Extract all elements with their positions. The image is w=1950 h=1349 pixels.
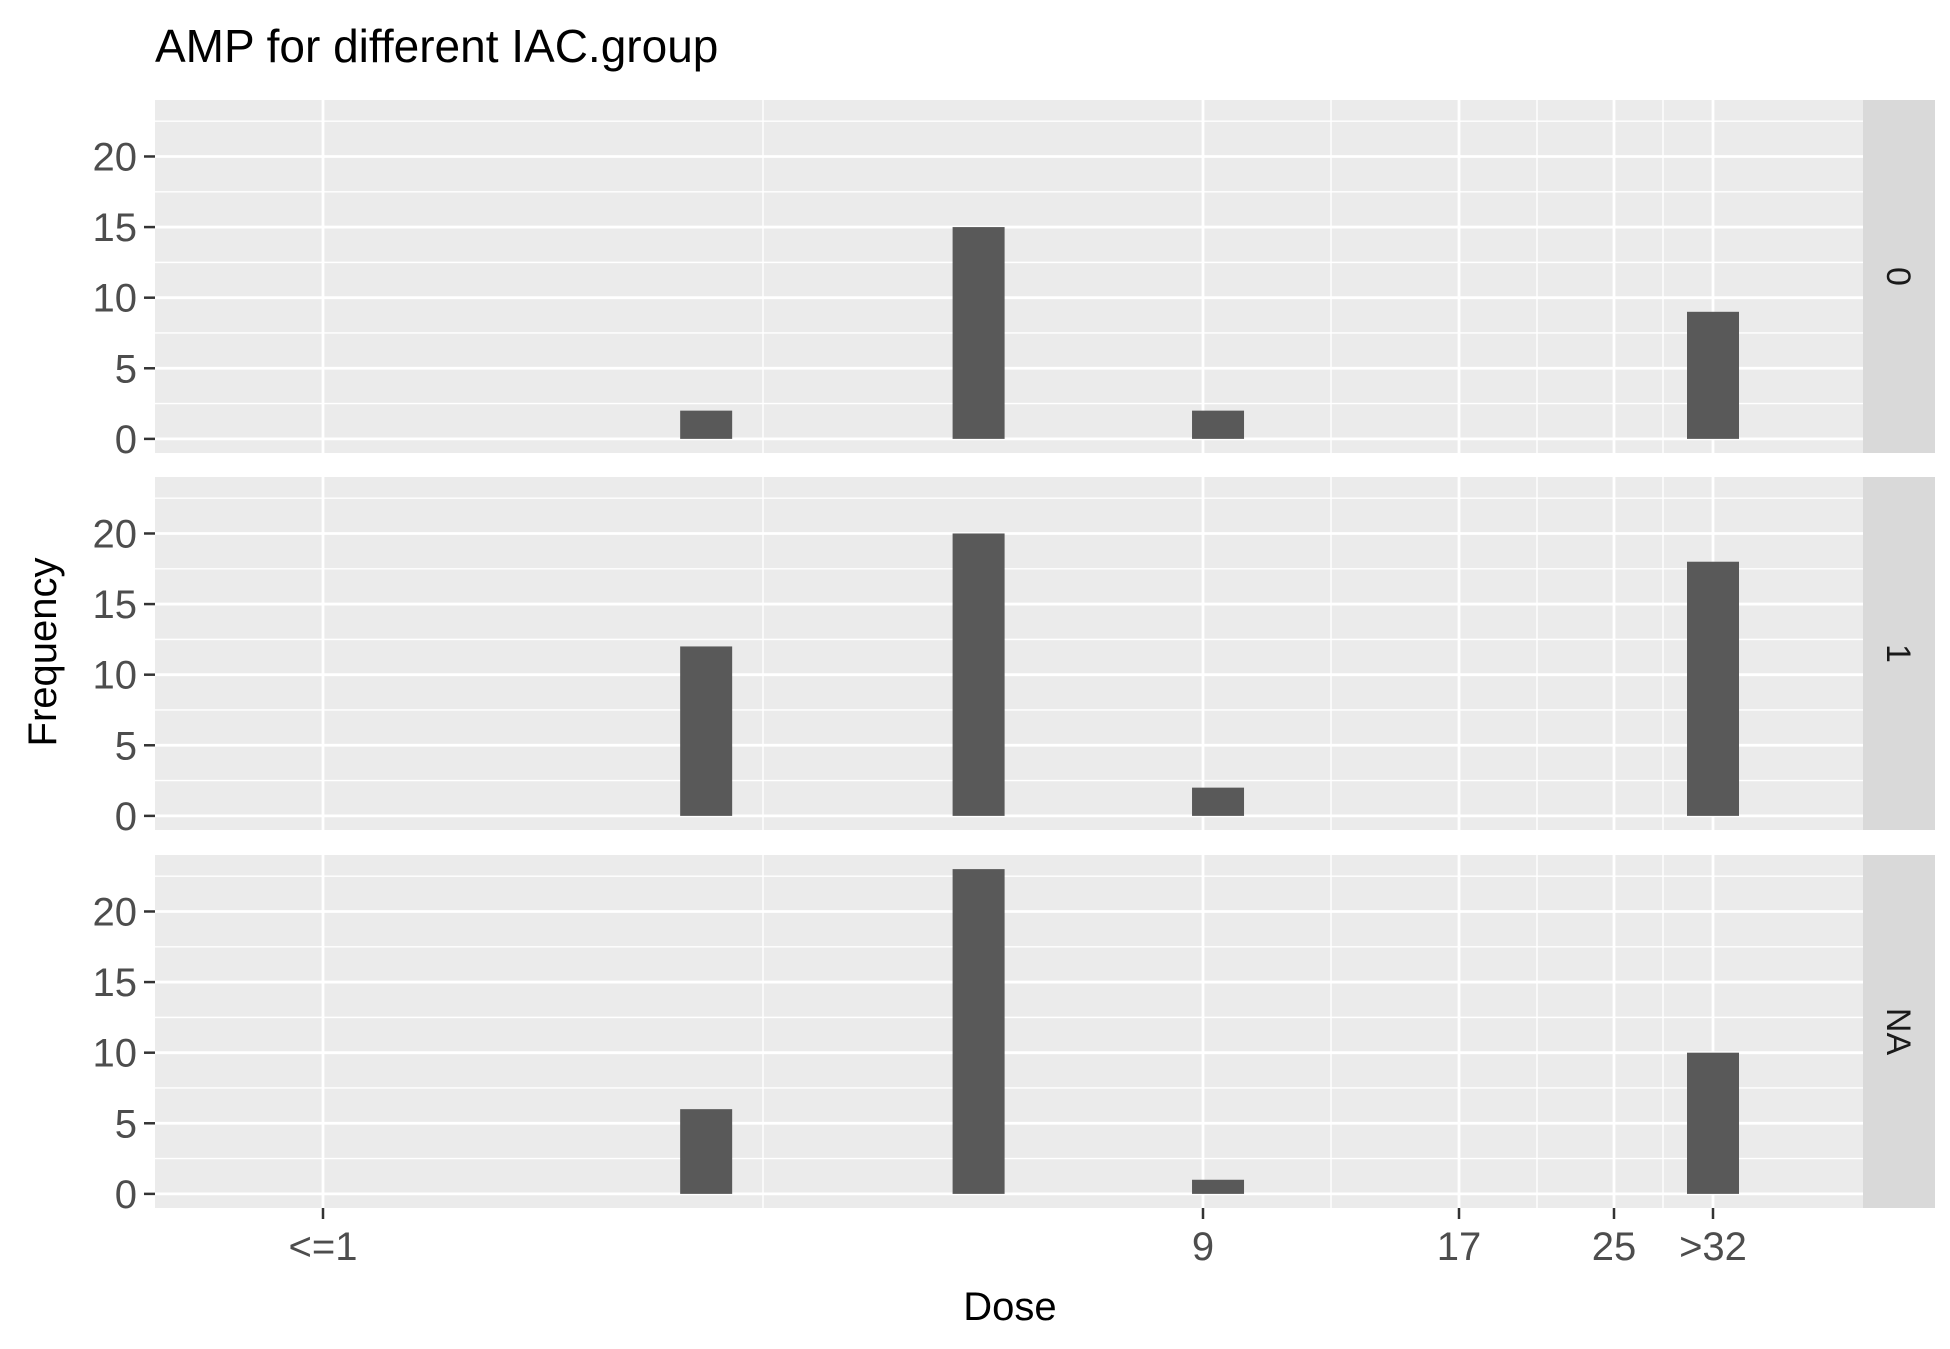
x-axis: <=1 9 17 25 >32 [289,1208,1747,1269]
y-tick-label: 0 [115,1173,137,1217]
bar [1687,311,1739,439]
x-tick-label: >32 [1679,1225,1747,1269]
bar [952,869,1005,1194]
y-tick-label: 15 [93,583,138,627]
y-tick-label: 15 [93,961,138,1005]
facet-strip-label: 0 [1879,267,1917,286]
bar [952,533,1005,816]
y-tick-label: 10 [93,1032,138,1076]
bar [952,227,1005,439]
x-tick-label: 17 [1437,1225,1482,1269]
x-tick-label: 25 [1592,1225,1637,1269]
y-tick-label: 5 [115,347,137,391]
facet-panel-0: 0 5 10 15 20 0 [93,100,1935,462]
bar [1687,1052,1739,1194]
facet-panel-1: 0 5 10 15 20 1 [93,477,1935,839]
panel-background [155,477,1863,830]
facet-strip [1863,100,1935,453]
y-tick-label: 15 [93,206,138,250]
chart-title: AMP for different IAC.group [155,20,718,72]
bar [1192,1179,1245,1194]
y-tick-label: 5 [115,1102,137,1146]
bar [680,410,733,439]
facet-strip [1863,477,1935,830]
facet-strip-label: 1 [1879,644,1917,663]
x-axis-title: Dose [963,1285,1056,1329]
y-tick-label: 20 [93,512,138,556]
y-tick-label: 5 [115,724,137,768]
y-tick-label: 20 [93,890,138,934]
bar [680,646,733,816]
x-tick-label: 9 [1192,1225,1214,1269]
y-axis-title: Frequency [21,558,65,747]
bar [1192,787,1245,816]
facet-strip-label: NA [1879,1008,1917,1056]
y-tick-label: 10 [93,277,138,321]
y-tick-label: 20 [93,135,138,179]
facet-strip [1863,855,1935,1208]
y-tick-label: 0 [115,418,137,462]
facet-panel-NA: 0 5 10 15 20 NA [93,855,1935,1217]
y-tick-label: 0 [115,795,137,839]
y-tick-label: 10 [93,654,138,698]
panel-background [155,855,1863,1208]
bar [1192,410,1245,439]
x-tick-label: <=1 [289,1225,358,1269]
bar [1687,561,1739,816]
panel-background [155,100,1863,453]
bar [680,1109,733,1194]
